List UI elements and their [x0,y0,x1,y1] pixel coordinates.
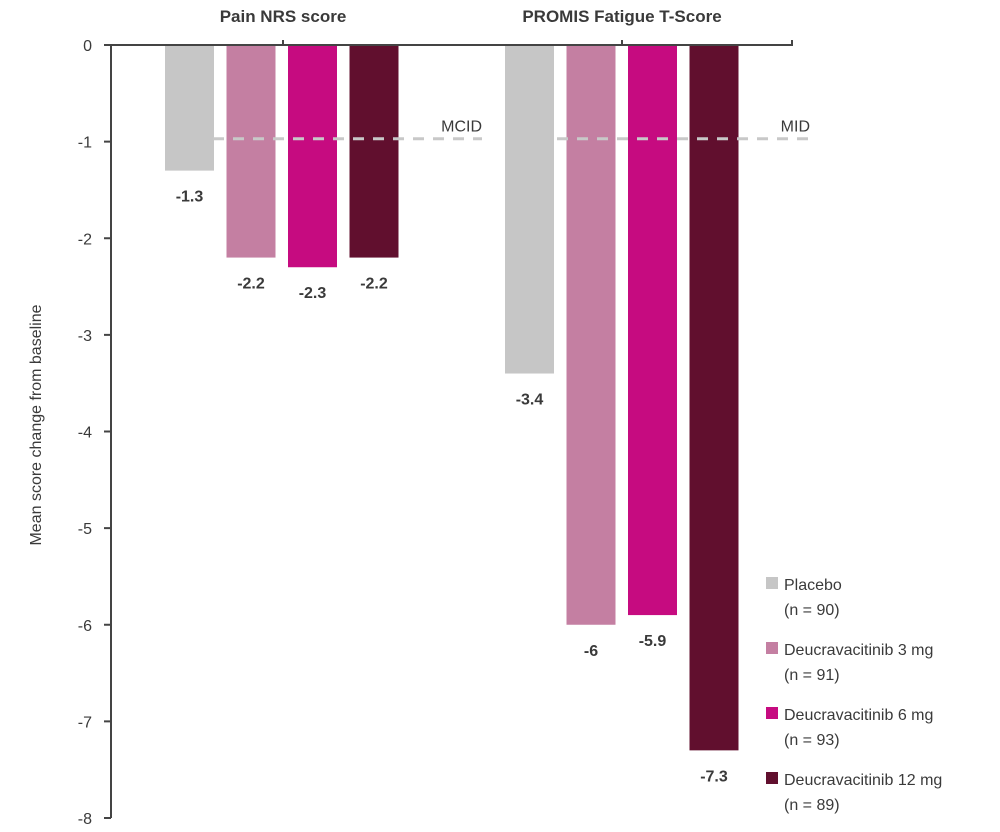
legend-swatch [766,577,778,589]
legend-n: (n = 90) [784,602,840,619]
legend-label: Placebo [784,577,842,594]
bar [628,46,677,616]
reference-line-label: MCID [441,119,482,136]
y-tick-label: -6 [78,618,92,635]
data-label: -5.9 [639,633,667,650]
data-label: -7.3 [700,768,728,785]
axes: 0 -1 -2 -3 -4 -5 -6 -7 -8 [78,38,793,828]
data-label: -3.4 [516,392,544,409]
bar [165,46,214,171]
bar [566,46,616,625]
reference-line-label: MID [781,119,810,136]
group-title: PROMIS Fatigue T-Score [522,7,721,26]
bar [689,46,739,751]
bar [505,46,554,374]
y-tick-label: -3 [78,328,92,345]
y-tick-label: -1 [78,135,92,152]
legend-n: (n = 89) [784,797,840,814]
legend-swatch [766,772,778,784]
legend-n: (n = 91) [784,667,840,684]
data-label: -2.2 [237,276,265,293]
legend-n: (n = 93) [784,732,840,749]
group-titles: Pain NRS score PROMIS Fatigue T-Score [220,7,722,26]
legend-swatch [766,707,778,719]
y-tick-label: -7 [78,714,92,731]
y-tick-label: -8 [78,811,92,828]
bar [288,46,337,268]
data-label: -1.3 [176,189,204,206]
reference-lines: MCID MID [213,119,812,141]
data-label: -6 [584,643,598,660]
group-title: Pain NRS score [220,7,347,26]
legend-label: Deucravacitinib 3 mg [784,642,933,659]
data-label: -2.2 [360,276,388,293]
legend: Placebo (n = 90) Deucravacitinib 3 mg (n = … [766,577,942,814]
y-tick-label: -4 [78,425,92,442]
bar [226,46,276,258]
legend-label: Deucravacitinib 12 mg [784,772,942,789]
legend-label: Deucravacitinib 6 mg [784,707,933,724]
data-label: -2.3 [299,285,327,302]
y-tick-label: -2 [78,231,92,248]
bar [349,46,399,258]
bars [165,46,739,751]
y-axis-label: Mean score change from baseline [28,304,45,545]
legend-swatch [766,642,778,654]
y-tick-label: 0 [83,38,92,55]
y-tick-label: -5 [78,521,92,538]
data-labels: -1.3 -2.2 -2.3 -2.2 -3.4 -6 -5.9 -7.3 [176,189,728,786]
